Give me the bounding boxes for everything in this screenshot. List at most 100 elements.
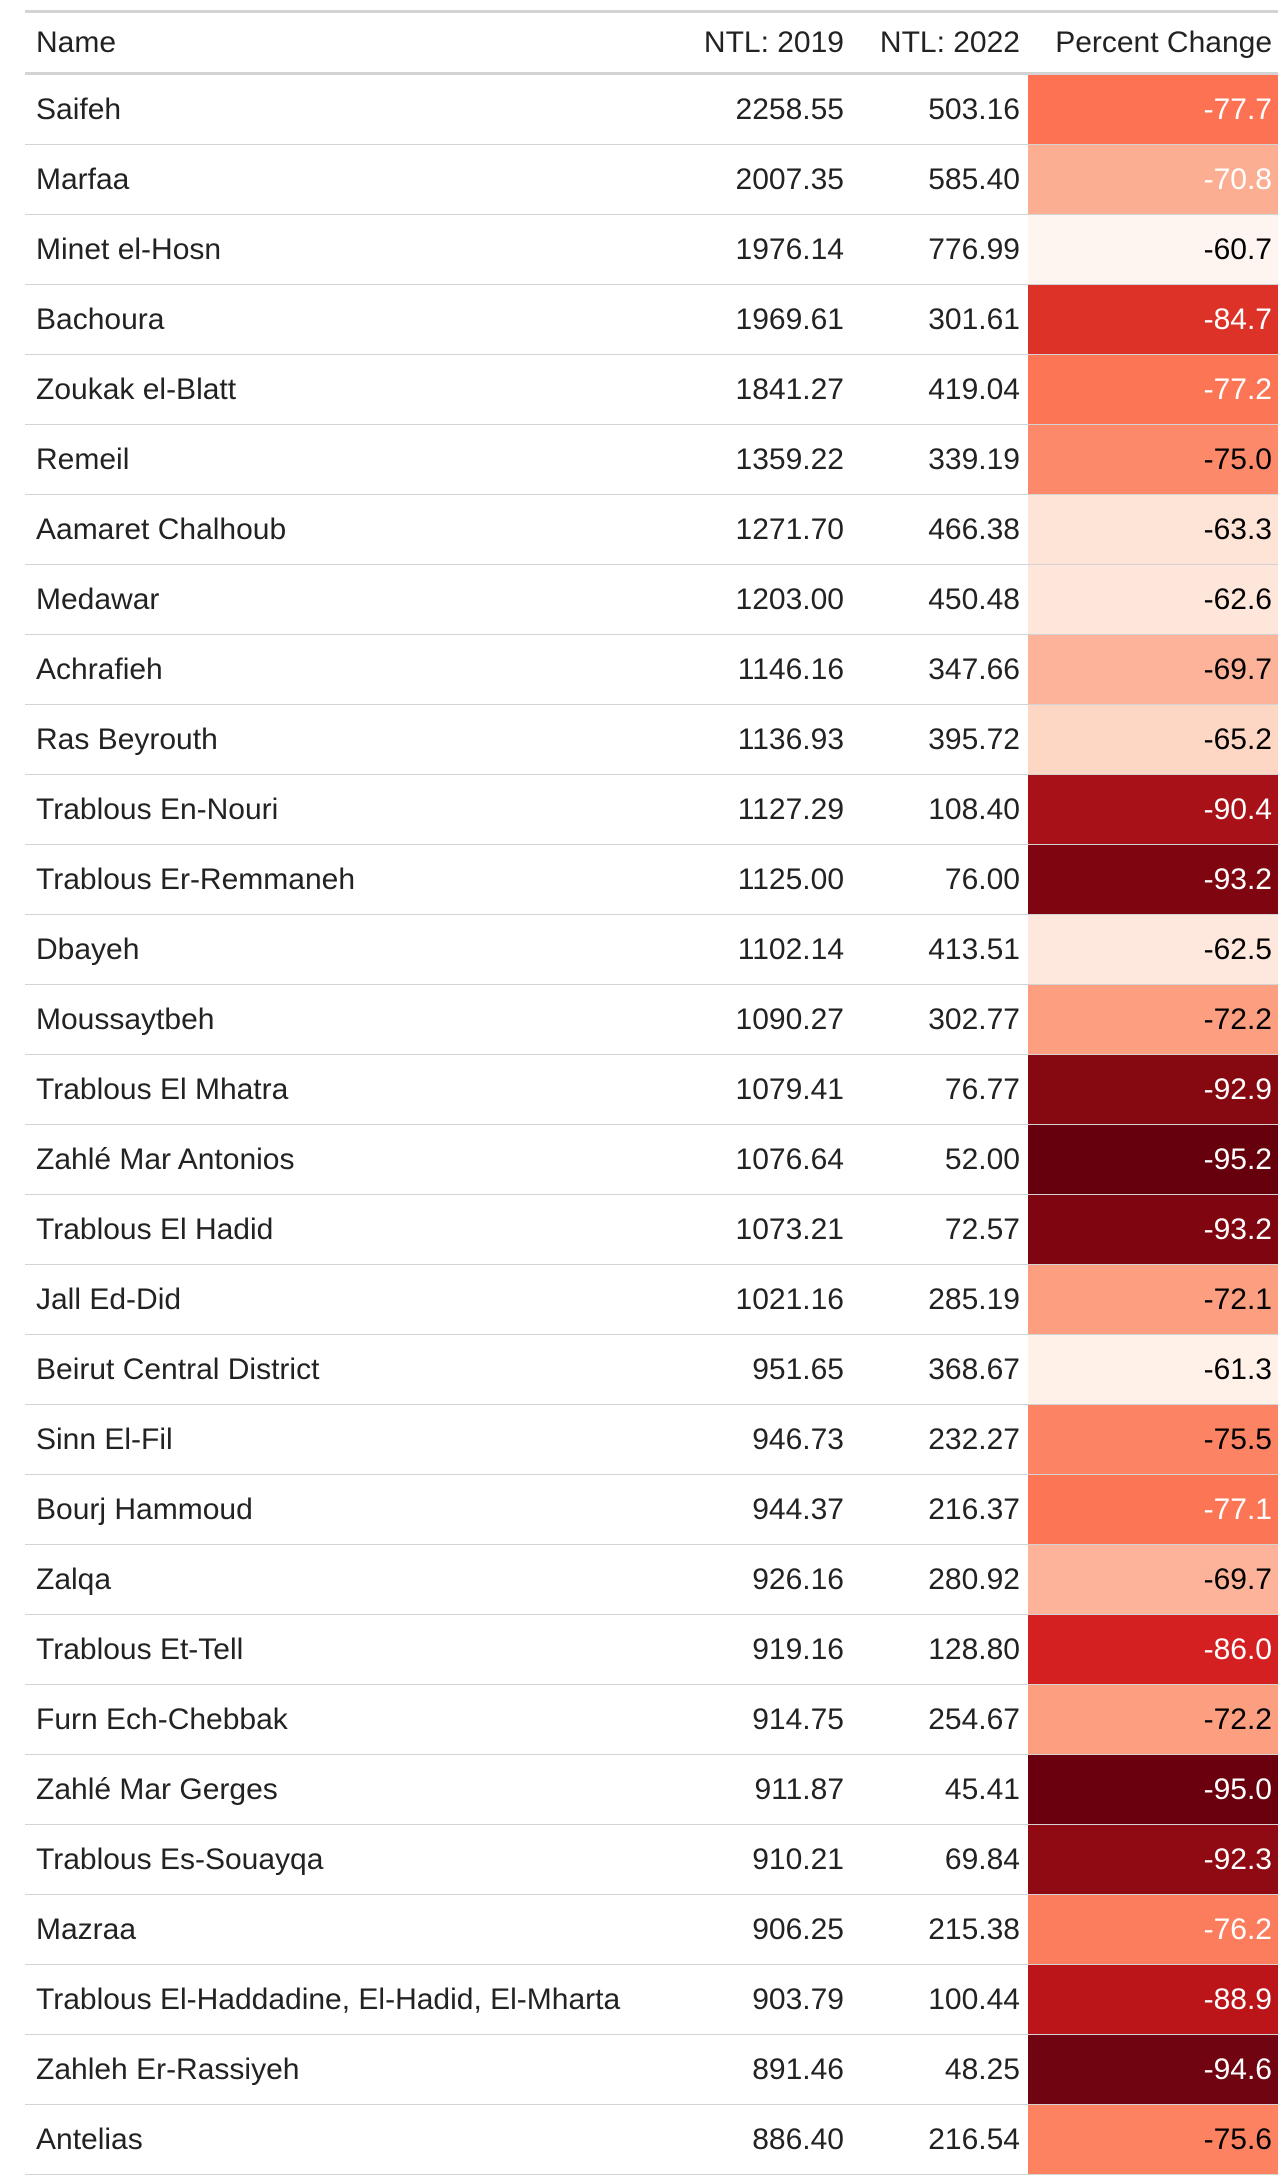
name-cell: Trablous El-Haddadine, El-Hadid, El-Mhar… [36,1982,621,2016]
ntl-2022-cell: 450.48 [928,582,1020,616]
percent-change-cell: -65.2 [1028,705,1278,774]
ntl-2019-cell: 944.37 [752,1492,844,1526]
percent-change-cell: -93.2 [1028,845,1278,914]
ntl-2022-cell: 215.38 [928,1912,1020,1946]
ntl-2022-cell: 503.16 [928,92,1020,126]
ntl-2019-cell: 903.79 [752,1982,844,2016]
percent-change-cell: -76.2 [1028,1895,1278,1964]
ntl-2022-cell: 280.92 [928,1562,1020,1596]
table-row: Bachoura 1969.61 301.61 -84.7 [25,285,1278,355]
percent-change-cell: -69.7 [1028,635,1278,704]
percent-change-cell: -70.8 [1028,145,1278,214]
ntl-2022-cell: 368.67 [928,1352,1020,1386]
name-cell: Achrafieh [36,652,163,686]
ntl-2022-cell: 72.57 [944,1212,1020,1246]
name-cell: Trablous En-Nouri [36,792,279,826]
ntl-2022-cell: 285.19 [928,1282,1020,1316]
ntl-2022-cell: 76.77 [944,1072,1020,1106]
ntl-2022-cell: 254.67 [928,1702,1020,1736]
ntl-2022-cell: 100.44 [928,1982,1020,2016]
percent-change-cell: -95.0 [1028,1755,1278,1824]
ntl-2022-cell: 776.99 [928,232,1020,266]
ntl-2019-cell: 919.16 [752,1632,844,1666]
name-cell: Zoukak el-Blatt [36,372,237,406]
table-row: Bourj Hammoud 944.37 216.37 -77.1 [25,1475,1278,1545]
ntl-2019-cell: 1841.27 [735,372,844,406]
name-cell: Moussaytbeh [36,1002,215,1036]
percent-change-cell: -75.6 [1028,2105,1278,2174]
table-row: Zahlé Mar Antonios 1076.64 52.00 -95.2 [25,1125,1278,1195]
ntl-2022-cell: 52.00 [944,1142,1020,1176]
table-row: Moussaytbeh 1090.27 302.77 -72.2 [25,985,1278,1055]
ntl-2019-cell: 1125.00 [737,862,844,896]
ntl-2019-cell: 1021.16 [735,1282,844,1316]
name-cell: Mazraa [36,1912,137,1946]
table-row: Furn Ech-Chebbak 914.75 254.67 -72.2 [25,1685,1278,1755]
ntl-2019-cell: 914.75 [752,1702,844,1736]
ntl-2022-cell: 232.27 [928,1422,1020,1456]
table-row: Trablous El Mhatra 1079.41 76.77 -92.9 [25,1055,1278,1125]
percent-change-cell: -69.7 [1028,1545,1278,1614]
table-row: Dbayeh 1102.14 413.51 -62.5 [25,915,1278,985]
percent-change-cell: -62.6 [1028,565,1278,634]
table-row: Trablous El-Haddadine, El-Hadid, El-Mhar… [25,1965,1278,2035]
ntl-2022-cell: 347.66 [928,652,1020,686]
name-cell: Trablous El Hadid [36,1212,274,1246]
percent-change-cell: -95.2 [1028,1125,1278,1194]
ntl-2019-cell: 1079.41 [735,1072,844,1106]
percent-change-cell: -72.2 [1028,985,1278,1054]
ntl-2022-cell: 301.61 [928,302,1020,336]
percent-change-cell: -63.3 [1028,495,1278,564]
ntl-2022-cell: 45.41 [944,1772,1020,1806]
name-cell: Beirut Central District [36,1352,320,1386]
ntl-2022-cell: 585.40 [928,162,1020,196]
header-cell: NTL: 2019 [703,25,844,59]
name-cell: Marfaa [36,162,130,196]
ntl-2019-cell: 1076.64 [735,1142,844,1176]
name-cell: Ras Beyrouth [36,722,218,756]
name-cell: Saifeh [36,92,122,126]
ntl-2022-cell: 48.25 [944,2052,1020,2086]
name-cell: Trablous Et-Tell [36,1632,244,1666]
table-row: Trablous Et-Tell 919.16 128.80 -86.0 [25,1615,1278,1685]
name-cell: Bourj Hammoud [36,1492,253,1526]
table: Name NTL: 2019 NTL: 2022 Percent Change Saif… [25,10,1278,2175]
name-cell: Jall Ed-Did [36,1282,182,1316]
name-cell: Trablous Es-Souayqa [36,1842,324,1876]
percent-change-cell: -93.2 [1028,1195,1278,1264]
percent-change-cell: -84.7 [1028,285,1278,354]
table-row: Trablous Es-Souayqa 910.21 69.84 -92.3 [25,1825,1278,1895]
header-cell: Percent Change [1055,25,1272,59]
ntl-2019-cell: 1090.27 [735,1002,844,1036]
table-row: Jall Ed-Did 1021.16 285.19 -72.1 [25,1265,1278,1335]
name-cell: Antelias [36,2122,143,2156]
table-row: Sinn El-Fil 946.73 232.27 -75.5 [25,1405,1278,1475]
ntl-2019-cell: 951.65 [752,1352,844,1386]
name-cell: Medawar [36,582,160,616]
ntl-2022-cell: 108.40 [928,792,1020,826]
table-row: Zoukak el-Blatt 1841.27 419.04 -77.2 [25,355,1278,425]
ntl-2019-cell: 1976.14 [735,232,844,266]
table-row: Mazraa 906.25 215.38 -76.2 [25,1895,1278,1965]
percent-change-cell: -77.7 [1028,75,1278,144]
table-row: Achrafieh 1146.16 347.66 -69.7 [25,635,1278,705]
table-row: Marfaa 2007.35 585.40 -70.8 [25,145,1278,215]
table-row: Remeil 1359.22 339.19 -75.0 [25,425,1278,495]
ntl-2019-cell: 2258.55 [735,92,844,126]
ntl-2019-cell: 946.73 [752,1422,844,1456]
ntl-2022-cell: 413.51 [928,932,1020,966]
name-cell: Zalqa [36,1562,112,1596]
name-cell: Minet el-Hosn [36,232,222,266]
ntl-2022-cell: 69.84 [944,1842,1020,1876]
percent-change-cell: -60.7 [1028,215,1278,284]
ntl-2019-cell: 1102.14 [737,932,844,966]
ntl-2019-cell: 886.40 [752,2122,844,2156]
percent-change-cell: -92.3 [1028,1825,1278,1894]
ntl-2019-cell: 891.46 [752,2052,844,2086]
table-row: Saifeh 2258.55 503.16 -77.7 [25,75,1278,145]
table-row: Trablous Er-Remmaneh 1125.00 76.00 -93.2 [25,845,1278,915]
table-row: Medawar 1203.00 450.48 -62.6 [25,565,1278,635]
percent-change-cell: -72.1 [1028,1265,1278,1334]
table-row: Minet el-Hosn 1976.14 776.99 -60.7 [25,215,1278,285]
name-cell: Remeil [36,442,130,476]
